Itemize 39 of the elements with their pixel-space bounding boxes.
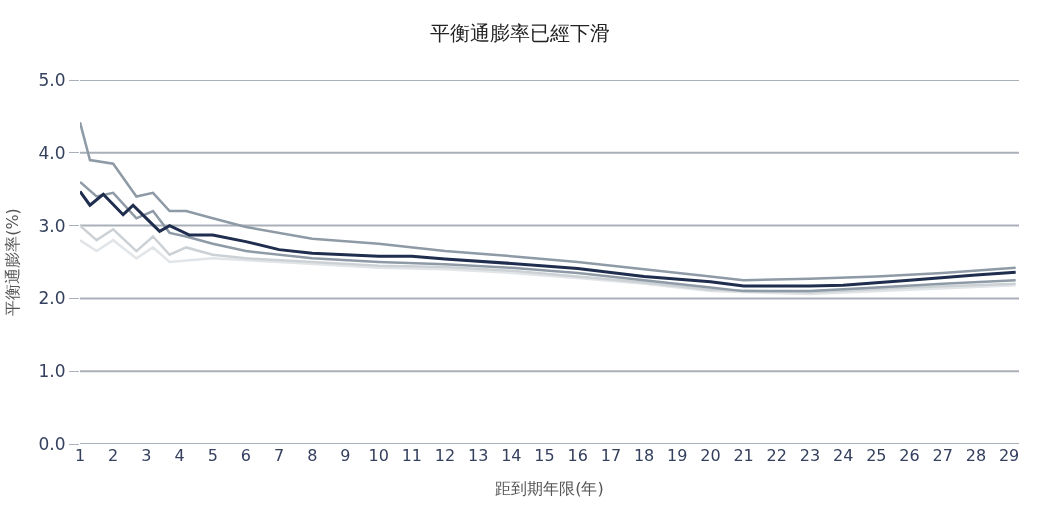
- x-tick-label: 21: [733, 446, 754, 465]
- x-tick-label: 8: [307, 446, 318, 465]
- x-tick-label: 20: [700, 446, 721, 465]
- y-tick-label: 1.0: [38, 361, 66, 382]
- x-tick-label: 28: [965, 446, 987, 465]
- x-tick-label: 26: [899, 446, 920, 465]
- x-tick-label: 15: [534, 446, 555, 465]
- x-tick-label: 11: [401, 446, 422, 465]
- y-tick-label: 4.0: [38, 142, 66, 163]
- x-tick-label: 4: [174, 446, 185, 465]
- x-tick-label: 17: [600, 446, 622, 465]
- x-tick-label: 27: [932, 446, 953, 465]
- x-tick-label: 3: [141, 446, 152, 465]
- x-tick-label: 18: [633, 446, 655, 465]
- x-tick-label: 29: [998, 446, 1020, 465]
- x-tick-label: 5: [207, 446, 218, 465]
- x-tick-label: 6: [240, 446, 251, 465]
- y-axis-title: 平衡通膨率(%): [3, 208, 23, 316]
- x-axis-title: 距到期年限(年): [495, 478, 604, 498]
- x-tick-label: 14: [501, 446, 522, 465]
- x-tick-label: 1: [74, 446, 86, 465]
- x-tick-label: 13: [467, 446, 489, 465]
- x-tick-label: 7: [273, 446, 285, 465]
- x-tick-label: 10: [368, 446, 389, 465]
- x-tick-label: 2: [108, 446, 119, 465]
- x-tick-label: 22: [766, 446, 787, 465]
- y-tick-label: 0.0: [38, 433, 66, 454]
- y-tick-label: 3.0: [38, 215, 66, 236]
- x-tick-label: 23: [799, 446, 821, 465]
- line-series: [80, 238, 1017, 296]
- x-tick-label: 19: [667, 446, 688, 465]
- x-tick-label: 25: [866, 446, 887, 465]
- x-tick-label: 24: [832, 446, 854, 465]
- chart-title: 平衡通膨率已經下滑: [429, 21, 610, 46]
- x-tick-label: 12: [434, 446, 456, 465]
- x-tick-label: 16: [567, 446, 588, 465]
- y-tick-label: 2.0: [38, 288, 66, 309]
- y-tick-label: 5.0: [38, 69, 66, 90]
- x-tick-label: 9: [340, 446, 351, 465]
